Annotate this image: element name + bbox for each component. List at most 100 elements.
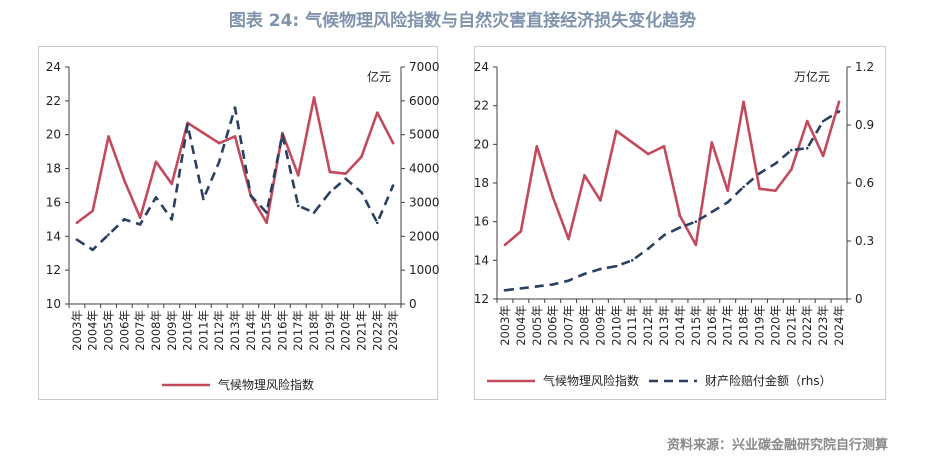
series-point <box>249 194 253 197</box>
left-tick-label: 12 <box>474 292 489 306</box>
left-tick-label: 18 <box>46 162 61 176</box>
x-tick-label: 2014年 <box>244 310 258 351</box>
series-line-solid <box>76 96 395 225</box>
x-tick-label: 2015年 <box>689 305 703 346</box>
series-point <box>265 221 268 225</box>
series-point <box>551 195 554 198</box>
x-tick-label: 2018年 <box>307 310 321 351</box>
series-point <box>217 141 221 145</box>
legend-label: 财产险赔付金额（rhs） <box>705 373 832 388</box>
source-note: 资料来源：兴业碳金融研究院自行测算 <box>666 438 888 453</box>
left-tick-label: 24 <box>46 60 61 74</box>
x-tick-label: 2023年 <box>816 305 830 346</box>
right-tick-label: 0.9 <box>855 118 874 132</box>
series-point <box>138 223 142 226</box>
x-tick-label: 2017年 <box>291 310 305 351</box>
x-tick-label: 2003年 <box>70 310 84 351</box>
x-tick-label: 2021年 <box>784 305 798 346</box>
chart-title: 图表 24: 气候物理风险指数与自然灾害直接经济损失变化趋势 <box>228 11 697 31</box>
series-point <box>662 144 666 148</box>
x-tick-label: 2008年 <box>578 305 592 346</box>
series-point <box>312 96 316 99</box>
series-point <box>360 155 363 159</box>
series-point <box>107 135 110 138</box>
left-tick-label: 10 <box>46 297 61 311</box>
series-point <box>678 214 682 218</box>
series-point <box>344 177 347 181</box>
series-point <box>615 129 618 133</box>
left-tick-label: 24 <box>474 60 489 74</box>
left-tick-label: 20 <box>46 128 61 142</box>
series-point <box>123 218 126 221</box>
series-point <box>186 123 189 126</box>
x-tick-label: 2009年 <box>165 310 179 351</box>
x-tick-label: 2003年 <box>498 305 512 346</box>
series-point <box>138 216 142 219</box>
series-point <box>758 187 761 191</box>
series-point <box>710 141 714 144</box>
series-point <box>154 160 158 164</box>
series-point <box>742 185 745 189</box>
right-tick-label: 7000 <box>409 60 440 74</box>
x-tick-label: 2023年 <box>386 310 400 351</box>
x-tick-label: 2008年 <box>149 310 163 351</box>
right-tick-label: 0 <box>855 292 863 306</box>
chart-panel-left: 10 12 14 16 18 20 22 24 0 1000 2000 3000 4000 5000 600… <box>38 46 440 400</box>
series-point <box>202 197 205 201</box>
x-tick-label: 2022年 <box>370 310 384 351</box>
series-point <box>821 119 825 123</box>
series-point <box>790 168 793 171</box>
series-point <box>375 221 379 225</box>
right-axis-unit: 亿元 <box>367 69 391 84</box>
series-point <box>170 218 174 221</box>
x-tick-label: 2006年 <box>546 305 560 346</box>
x-tick-label: 2006年 <box>117 310 131 351</box>
x-tick-label: 2010年 <box>181 310 195 351</box>
series-point <box>91 248 95 252</box>
series-point <box>551 283 554 286</box>
x-tick-label: 2020年 <box>339 310 353 351</box>
legend-label: 气候物理风险指数 <box>218 377 314 392</box>
series-point <box>630 259 634 262</box>
series-point <box>170 182 174 186</box>
series-point <box>360 190 363 194</box>
x-tick-label: 2007年 <box>133 310 147 351</box>
right-tick-label: 0.3 <box>855 234 874 248</box>
series-point <box>503 243 507 247</box>
series-point <box>821 154 825 158</box>
series-point <box>599 199 602 202</box>
series-point <box>75 221 79 225</box>
series-point <box>328 170 332 174</box>
series-point <box>805 146 809 150</box>
series-point <box>837 110 841 113</box>
right-tick-label: 1000 <box>409 263 440 277</box>
x-tick-label: 2012年 <box>641 305 655 346</box>
series-point <box>742 100 745 104</box>
series-point <box>790 148 793 152</box>
left-tick-label: 20 <box>474 137 489 151</box>
series-point <box>726 201 729 204</box>
series-point <box>726 189 729 193</box>
series-point <box>837 100 841 104</box>
series-point <box>296 174 300 177</box>
series-point <box>154 196 158 199</box>
series-point <box>202 131 205 135</box>
chart-panel-right: 12 14 16 18 20 22 24 0 0.3 0.6 0.9 1.2 2003年 2004年 200… <box>474 46 886 400</box>
series-point <box>615 264 618 268</box>
series-point <box>774 162 777 165</box>
series-point <box>296 204 300 208</box>
series-point <box>391 141 395 145</box>
series-point <box>233 106 237 109</box>
right-tick-label: 4000 <box>409 162 440 176</box>
series-point <box>265 211 268 214</box>
series-point <box>344 172 347 175</box>
series-point <box>599 267 602 271</box>
x-tick-label: 2017年 <box>721 305 735 346</box>
series-point <box>662 233 666 237</box>
right-tick-label: 0 <box>409 297 417 311</box>
x-tick-label: 2016年 <box>705 305 719 346</box>
x-tick-label: 2019年 <box>323 310 337 351</box>
series-line-solid <box>504 100 841 247</box>
left-tick-label: 12 <box>46 263 61 277</box>
